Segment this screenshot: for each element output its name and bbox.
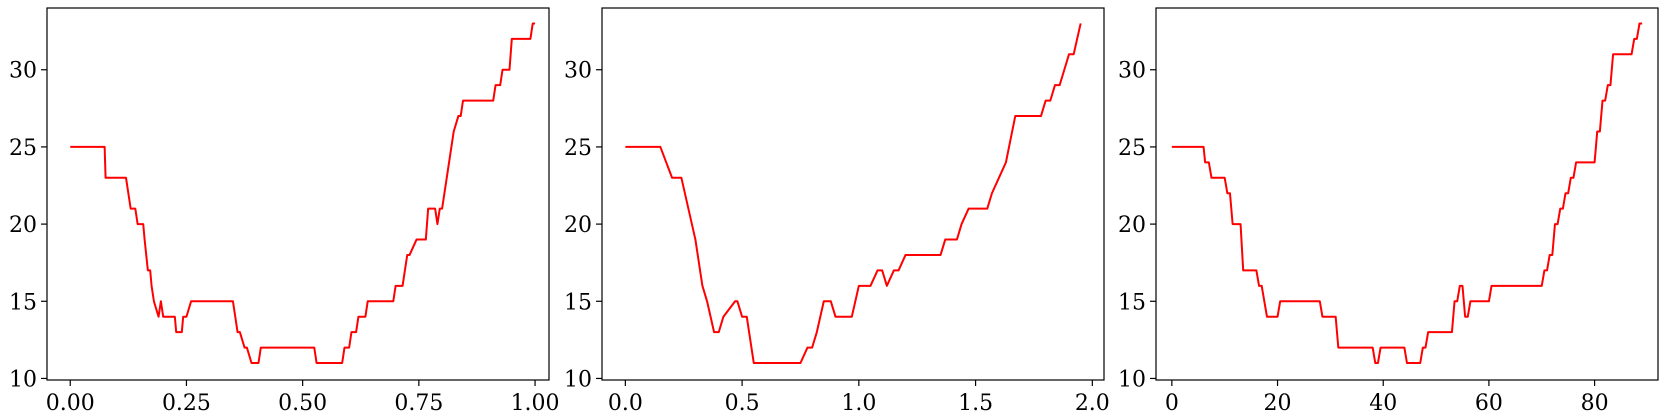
- plot-frame: [601, 7, 1105, 381]
- x-tick-label: 20: [1264, 391, 1292, 416]
- y-tick-label: 15: [1118, 290, 1146, 315]
- y-tick-label: 20: [564, 213, 592, 238]
- x-tick-label: 40: [1369, 391, 1397, 416]
- x-tick-label: 80: [1581, 391, 1609, 416]
- x-tick-label: 0.75: [394, 391, 443, 416]
- x-tick-label: 2.0: [1075, 391, 1110, 416]
- x-tick-label: 1.0: [841, 391, 876, 416]
- x-tick-label: 1.5: [958, 391, 993, 416]
- chart-panel-3: 0 20 40 60 80 10 15 20 25 30: [1118, 7, 1659, 416]
- y-tick-label: 25: [1118, 136, 1146, 161]
- x-tick-label: 0.0: [608, 391, 643, 416]
- y-tick-label: 10: [1118, 367, 1146, 392]
- y-tick-label: 30: [9, 59, 37, 84]
- y-tick-label: 10: [9, 367, 37, 392]
- series-line-1: [1171, 22, 1643, 365]
- y-tick-label: 15: [564, 290, 592, 315]
- y-tick-label: 25: [564, 136, 592, 161]
- y-tick-label: 20: [9, 213, 37, 238]
- chart-panel-2: 0.0 0.5 1.0 1.5 2.0 10 15 20 25 30: [564, 7, 1110, 416]
- y-tick-label: 10: [564, 367, 592, 392]
- x-tick-label: 60: [1475, 391, 1503, 416]
- x-tick-label: 0.50: [278, 391, 327, 416]
- x-tick-label: 1.00: [511, 391, 560, 416]
- x-tick-label: 0: [1165, 391, 1179, 416]
- x-tick-label: 0.00: [46, 391, 95, 416]
- chart-panel-1: 0.00 0.25 0.50 0.75 1.00 10 15 20 25 30: [9, 7, 560, 416]
- series-line-1: [70, 22, 536, 365]
- y-tick-label: 15: [9, 290, 37, 315]
- y-tick-label: 20: [1118, 213, 1146, 238]
- y-tick-label: 30: [564, 59, 592, 84]
- series-line-1: [625, 23, 1082, 365]
- plot-frame: [1155, 7, 1659, 381]
- y-tick-label: 30: [1118, 59, 1146, 84]
- plot-frame: [46, 7, 550, 381]
- x-tick-label: 0.5: [725, 391, 760, 416]
- y-tick-label: 25: [9, 136, 37, 161]
- x-tick-label: 0.25: [162, 391, 211, 416]
